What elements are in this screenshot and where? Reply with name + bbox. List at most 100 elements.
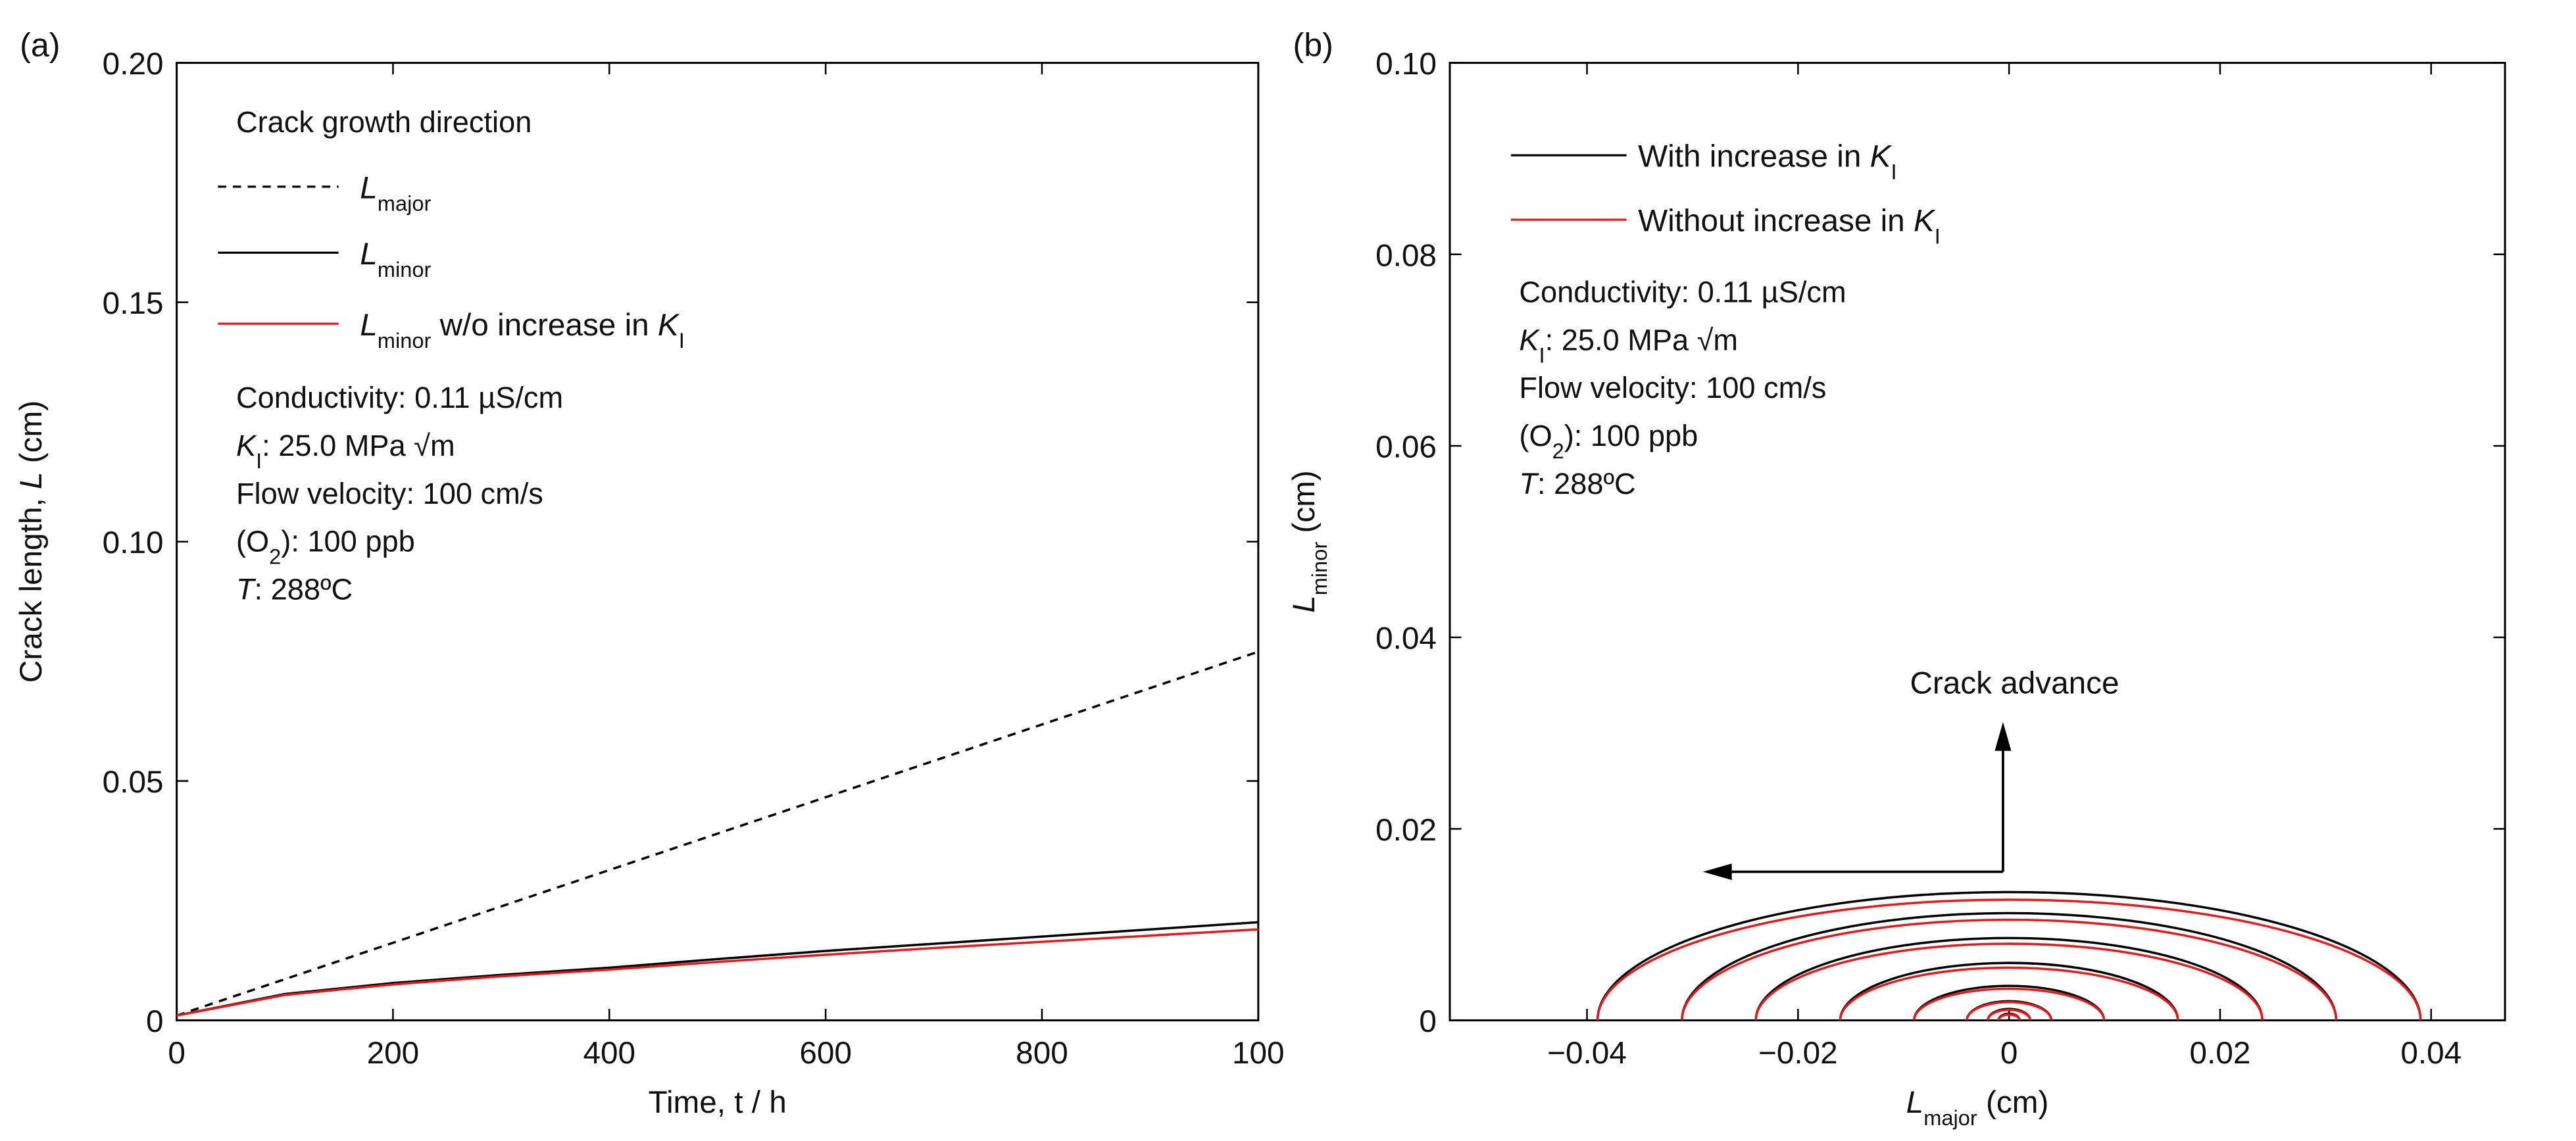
text-part: Crack length,	[14, 489, 49, 683]
text-part: (O	[1519, 419, 1552, 452]
crack-arrows	[1702, 721, 2012, 881]
y-tick-label: 0.10	[1375, 47, 1437, 82]
text-part: K	[1870, 139, 1893, 174]
crack-front	[1754, 936, 2264, 1021]
text-part: L	[1287, 595, 1322, 613]
crack-front	[1596, 890, 2422, 1021]
text-part: (cm)	[1977, 1085, 2049, 1120]
text-part: L	[14, 472, 49, 489]
y-tick-label: 0.04	[1375, 621, 1437, 656]
legend-label: With increase in KI	[1638, 139, 1896, 183]
text-part: w/o increase in	[431, 308, 658, 343]
text-part: major	[378, 191, 432, 215]
text-part: L	[360, 170, 378, 205]
annotation: (O2): 100 ppb	[236, 525, 415, 568]
annotation: Flow velocity: 100 cm/s	[236, 477, 543, 510]
text-part: T	[1519, 467, 1539, 500]
y-axis-label: Lminor (cm)	[1287, 470, 1331, 613]
x-tick-label: 0	[2000, 1036, 2018, 1071]
y-axis-label: Crack length, L (cm)	[14, 401, 49, 683]
annotation: Flow velocity: 100 cm/s	[1519, 371, 1826, 404]
text-part: I	[256, 449, 262, 473]
text-part: major	[1923, 1105, 1977, 1130]
y-tick-label: 0.06	[1375, 430, 1437, 465]
text-part: L	[1906, 1085, 1924, 1120]
x-tick-label: 800	[1016, 1036, 1068, 1071]
crack-front	[1681, 918, 2338, 1021]
x-tick-label: 200	[367, 1036, 420, 1071]
data-line	[176, 928, 1258, 1017]
text-part: I	[1539, 343, 1545, 367]
text-part: minor	[378, 328, 432, 352]
data-line	[176, 921, 1258, 1017]
x-tick-label: 600	[799, 1036, 852, 1071]
chart-panel: (b) −0.04 −0.02 0 0.02 0.04 0 0.02 0.04 0.06 0.08 0…	[1287, 27, 2506, 1130]
text-part: L	[360, 308, 378, 343]
panel-label: (a)	[20, 27, 60, 64]
x-tick-label: −0.02	[1758, 1036, 1838, 1071]
crack-front	[1966, 1001, 2053, 1021]
text-part: I	[1935, 224, 1941, 248]
text-part: 2	[1552, 438, 1564, 462]
crack-front	[1754, 942, 2264, 1021]
text-part: ): 100 ppb	[281, 525, 414, 558]
x-tick-label: 0	[168, 1036, 186, 1071]
text-part: With increase in	[1638, 139, 1870, 174]
legend-label: Lminor w/o increase in KI	[360, 308, 685, 352]
text-part: (cm)	[1287, 470, 1322, 542]
y-tick-label: 0.08	[1375, 238, 1437, 273]
text-part: ): 100 ppb	[1564, 419, 1698, 452]
crack-front	[1839, 966, 2179, 1021]
legend-label: Without increase in KI	[1638, 204, 1941, 249]
crack-front	[1596, 898, 2422, 1021]
crack-front	[1839, 961, 2179, 1021]
text-part: : 25.0 MPa √m	[1545, 323, 1738, 356]
annotation: (O2): 100 ppb	[1519, 419, 1698, 463]
annotation: KI: 25.0 MPa √m	[236, 429, 455, 473]
y-tick-label: 0.05	[103, 765, 164, 800]
y-tick-label: 0.20	[103, 47, 164, 82]
text-part: : 25.0 MPa √m	[262, 429, 455, 462]
annotation: T: 288ºC	[236, 572, 353, 606]
annotation: T: 288ºC	[1519, 467, 1635, 500]
y-tick-label: 0.10	[103, 525, 164, 560]
annotation: Conductivity: 0.11 µS/cm	[236, 381, 563, 414]
text-part: Conductivity: 0.11 µS/cm	[1519, 276, 1846, 309]
x-axis-label: Time, t / h	[649, 1085, 787, 1120]
text-part: I	[1891, 159, 1896, 183]
crack-front	[1913, 987, 2106, 1021]
text-part: Flow velocity: 100 cm/s	[236, 477, 543, 510]
text-part: Flow velocity: 100 cm/s	[1519, 371, 1826, 404]
arrow-label: Crack advance	[1910, 666, 2119, 701]
text-part: K	[236, 429, 257, 462]
annotation: KI: 25.0 MPa √m	[1519, 323, 1738, 367]
y-tick-label: 0	[1419, 1004, 1437, 1039]
x-tick-label: 400	[583, 1036, 635, 1071]
legend-label: Lminor	[360, 237, 431, 281]
text-part: K	[1519, 323, 1540, 356]
text-part: (O	[236, 525, 269, 558]
text-part: 2	[269, 544, 281, 568]
crack-front	[1681, 911, 2338, 1021]
text-part: I	[679, 328, 685, 352]
chart-panel: (a)0 200 400 600 800 10000.050.100.150.20Time…	[14, 27, 1285, 1121]
legend-title: Crack growth direction	[236, 105, 532, 139]
arrow-head	[1702, 863, 1732, 881]
x-axis-label: Lmajor (cm)	[1906, 1085, 2049, 1129]
annotation: Conductivity: 0.11 µS/cm	[1519, 276, 1846, 309]
plot-frame	[1449, 62, 2506, 1022]
y-tick-label: 0.02	[1375, 813, 1437, 848]
crack-front	[1997, 1013, 2021, 1021]
text-part: K	[1914, 204, 1936, 239]
text-part: L	[360, 237, 378, 272]
crack-front	[1987, 1008, 2031, 1021]
y-tick-label: 0.15	[103, 286, 164, 321]
panel-label: (b)	[1293, 27, 1333, 64]
text-part: : 288ºC	[1537, 467, 1636, 500]
text-part: T	[236, 572, 257, 606]
x-tick-label: −0.04	[1547, 1036, 1627, 1071]
y-tick-label: 0	[146, 1004, 164, 1039]
